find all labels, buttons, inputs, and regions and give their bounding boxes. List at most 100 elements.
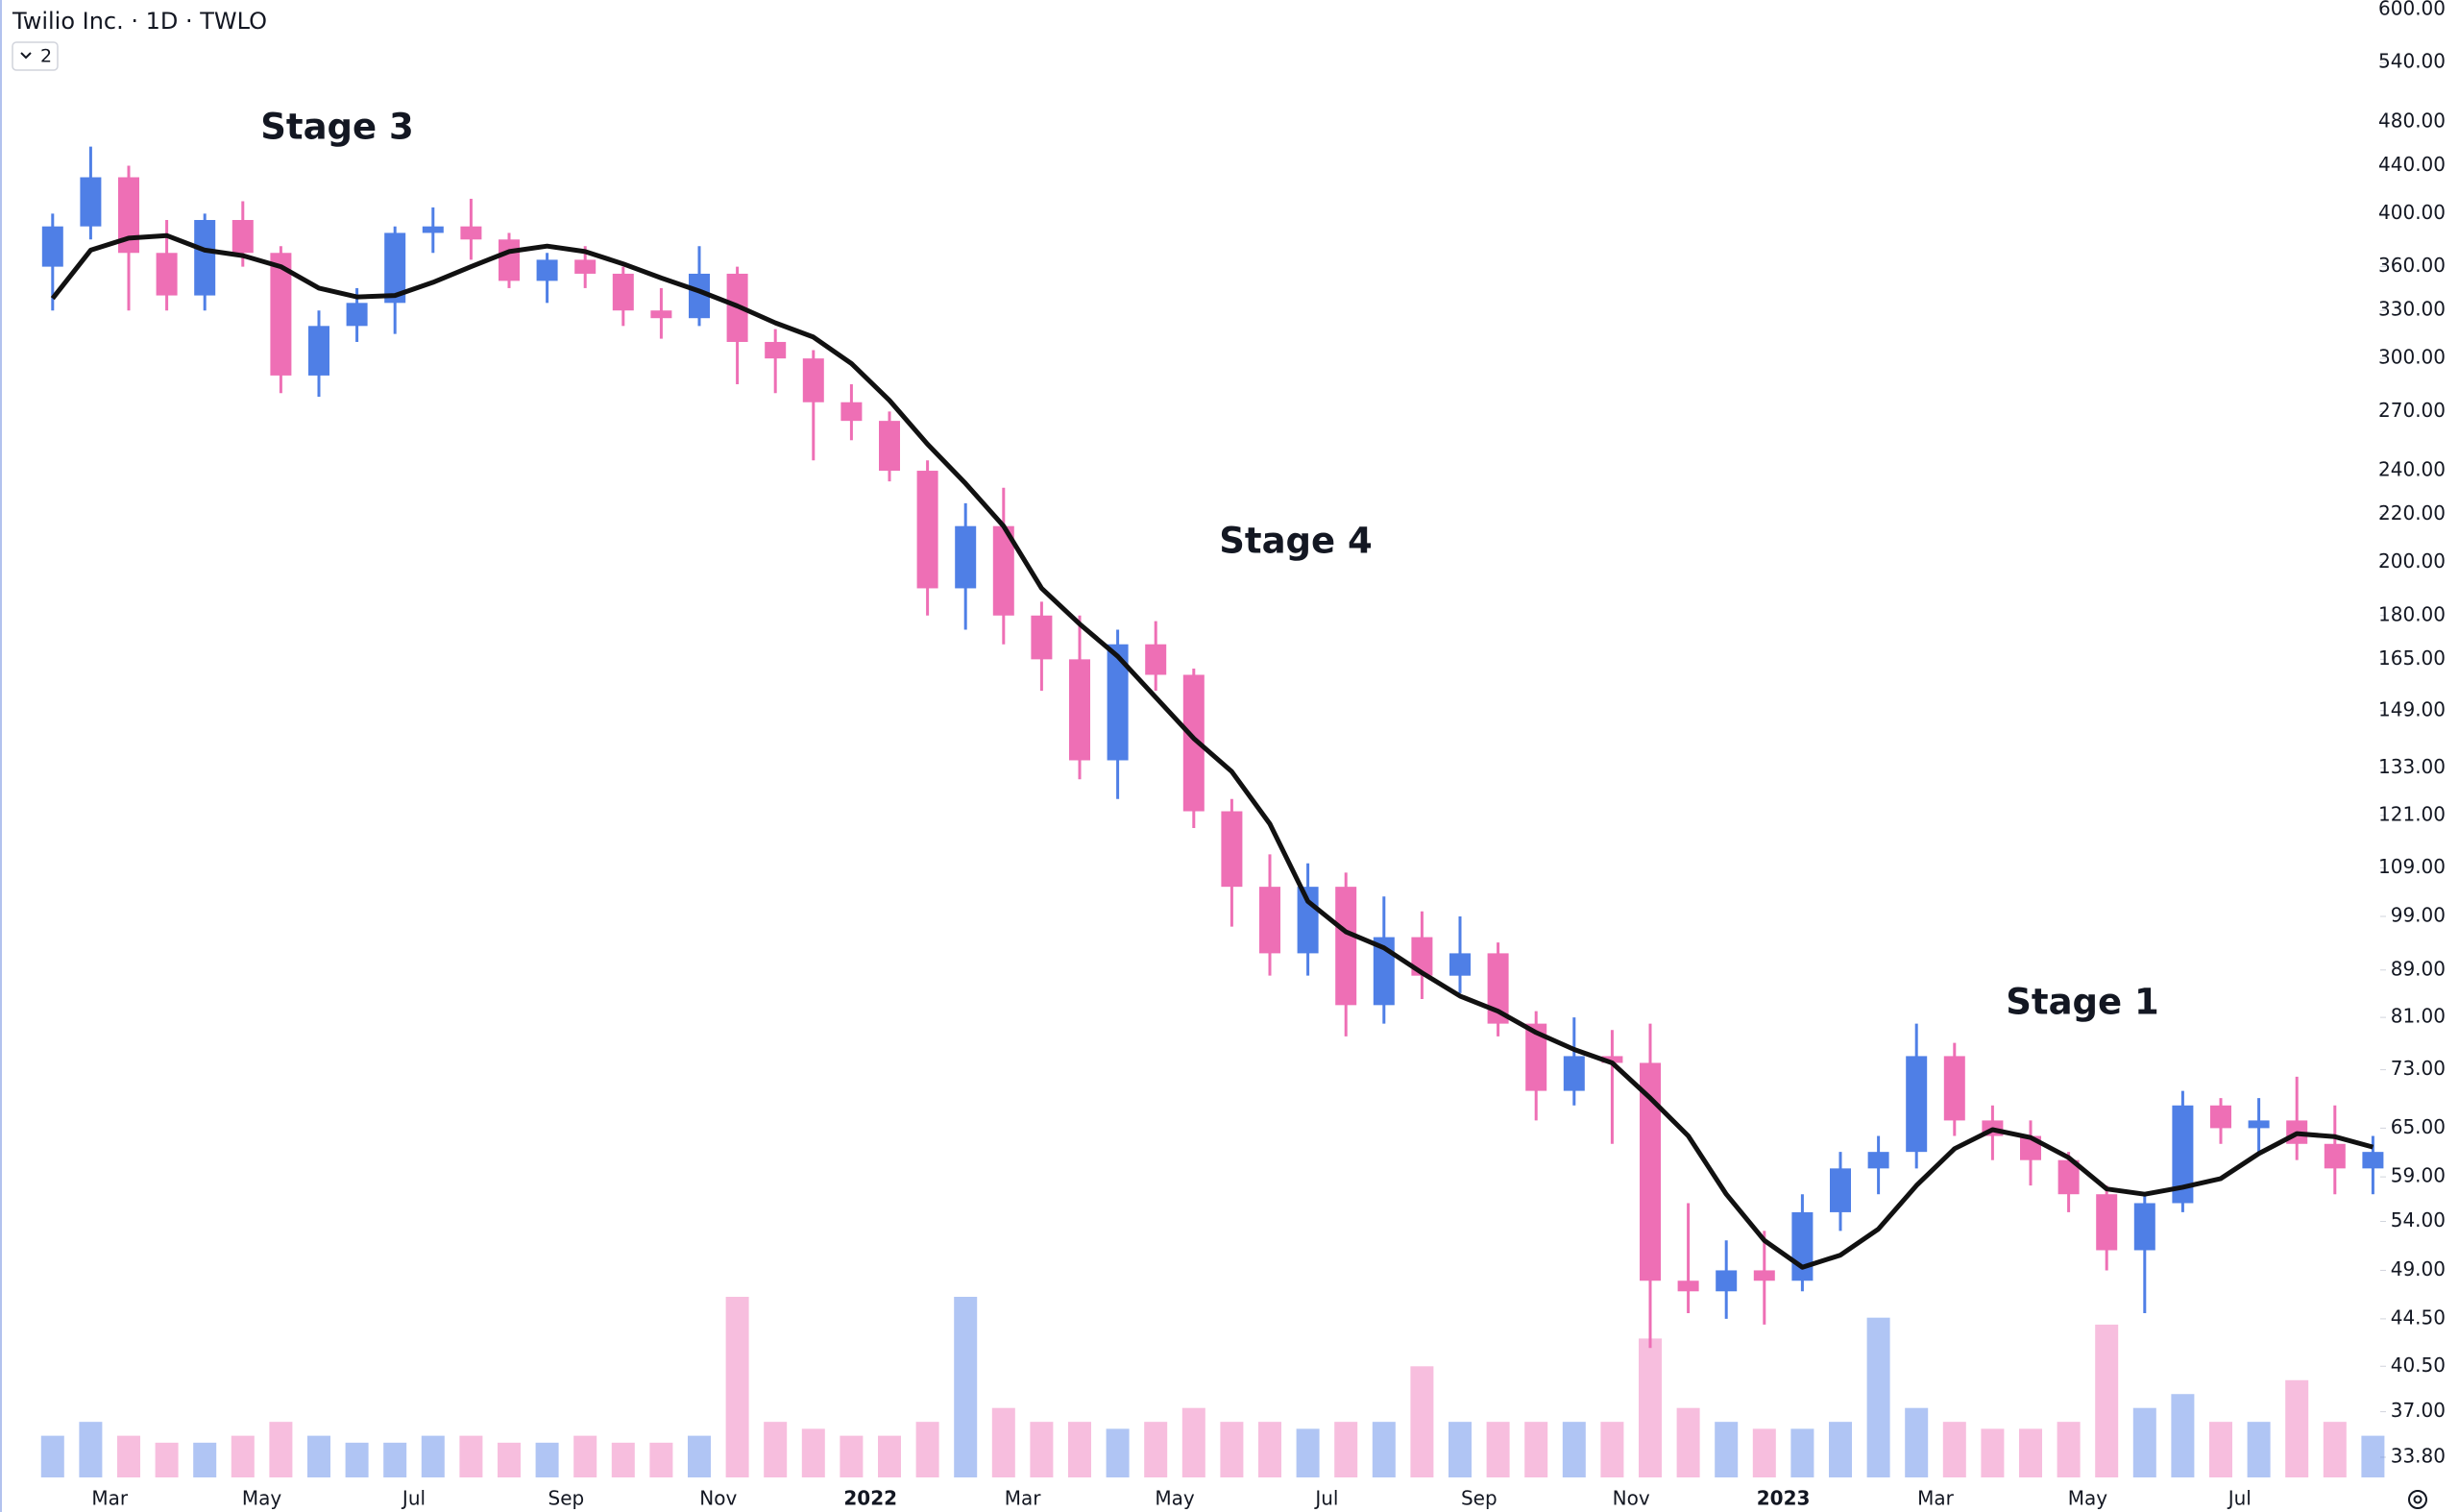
y-tick-label: 59.00 xyxy=(2391,1164,2446,1187)
candle-body xyxy=(1601,1056,1623,1063)
volume-bar xyxy=(2209,1422,2232,1477)
y-tick-label: 121.00 xyxy=(2378,802,2446,825)
volume-bar xyxy=(2171,1394,2195,1477)
candle-body xyxy=(992,525,1014,616)
candle-body xyxy=(118,177,139,254)
volume-bar xyxy=(1181,1407,1205,1477)
candle-body xyxy=(346,303,368,327)
x-tick-label: 2022 xyxy=(843,1487,897,1510)
y-tick-label: 49.00 xyxy=(2391,1257,2446,1280)
volume-bar xyxy=(1829,1422,1852,1477)
volume-bar xyxy=(1524,1422,1548,1477)
y-tick-label: 133.00 xyxy=(2378,755,2446,778)
volume-bar xyxy=(459,1435,483,1477)
gear-hub xyxy=(2413,1495,2422,1504)
stage-annotation: Stage 1 xyxy=(2006,982,2159,1023)
y-tick-label: 540.00 xyxy=(2378,50,2446,73)
volume-bar xyxy=(840,1435,864,1477)
candle-body xyxy=(1640,1062,1661,1281)
volume-bar xyxy=(1030,1422,1054,1477)
x-tick-label: Nov xyxy=(699,1487,737,1510)
candle-body xyxy=(1221,811,1243,888)
candle-body xyxy=(2362,1152,2384,1169)
settings-icon[interactable] xyxy=(2408,1490,2427,1509)
volume-bar xyxy=(1866,1317,1890,1477)
volume-bar xyxy=(2019,1428,2042,1477)
y-tick-label: 81.00 xyxy=(2391,1005,2446,1028)
candle-body xyxy=(689,273,710,319)
candle-body xyxy=(1335,887,1357,1006)
candle-body xyxy=(840,402,863,422)
volume-bar xyxy=(155,1442,179,1477)
candle-body xyxy=(1259,887,1280,954)
volume-bar xyxy=(991,1407,1015,1477)
candle-body xyxy=(2172,1105,2194,1204)
volume-bar xyxy=(2247,1422,2271,1477)
volume-bar xyxy=(649,1442,673,1477)
volume-bar xyxy=(79,1422,103,1477)
volume-bar xyxy=(1676,1407,1700,1477)
volume-bar xyxy=(2132,1407,2156,1477)
y-tick-label: 300.00 xyxy=(2378,346,2446,369)
x-tick-label: Sep xyxy=(548,1487,585,1510)
y-tick-label: 200.00 xyxy=(2378,549,2446,573)
candles xyxy=(41,146,2384,1349)
candle-body xyxy=(1791,1211,1814,1281)
x-tick-label: Jul xyxy=(401,1487,426,1510)
candle-body xyxy=(2057,1159,2080,1195)
volume-bar xyxy=(1752,1428,1776,1477)
volume-bar xyxy=(231,1435,255,1477)
volume-bar xyxy=(1942,1422,1966,1477)
volume-bar xyxy=(1562,1422,1586,1477)
volume-bar xyxy=(535,1442,559,1477)
volume-bar xyxy=(1410,1366,1434,1477)
volume-bar xyxy=(1905,1407,1929,1477)
y-tick-label: 330.00 xyxy=(2378,298,2446,321)
y-tick-label: 440.00 xyxy=(2378,153,2446,176)
y-tick-label: 40.50 xyxy=(2391,1353,2446,1377)
indicator-toggle[interactable] xyxy=(12,41,59,71)
candle-body xyxy=(1753,1270,1775,1281)
volume-bar xyxy=(2285,1379,2309,1477)
candle-body xyxy=(384,232,406,304)
y-tick-label: 109.00 xyxy=(2378,855,2446,878)
volume-bar xyxy=(954,1297,978,1477)
volume-bar xyxy=(1258,1422,1281,1477)
candle-body xyxy=(765,341,787,359)
candle-body xyxy=(2324,1143,2346,1169)
volume-bar xyxy=(878,1435,901,1477)
x-tick-label: Nov xyxy=(1613,1487,1650,1510)
candle-body xyxy=(1943,1056,1965,1121)
volume-bar xyxy=(1486,1422,1510,1477)
volume-bar xyxy=(1220,1422,1244,1477)
volume-bar xyxy=(1334,1422,1358,1477)
indicator-count: 2 xyxy=(40,46,52,67)
candle-body xyxy=(41,226,63,267)
stage-annotation: Stage 3 xyxy=(260,107,414,148)
x-tick-label: Mar xyxy=(1005,1487,1042,1510)
candle-body xyxy=(2210,1105,2231,1129)
candle-body xyxy=(270,253,292,376)
candle-body xyxy=(1867,1152,1889,1169)
candle-body xyxy=(2096,1194,2118,1251)
y-tick-label: 180.00 xyxy=(2378,602,2446,625)
volume-bar xyxy=(688,1435,711,1477)
candle-body xyxy=(1411,937,1433,976)
y-tick-label: 65.00 xyxy=(2391,1115,2446,1138)
candle-body xyxy=(650,310,672,319)
volume-bar xyxy=(307,1435,330,1477)
volume-bar xyxy=(1639,1338,1662,1477)
volume-bar xyxy=(1600,1422,1624,1477)
candle-body xyxy=(1716,1270,1738,1292)
volume-bar xyxy=(1449,1422,1472,1477)
y-tick-label: 360.00 xyxy=(2378,254,2446,277)
volume-bar xyxy=(383,1442,407,1477)
candle-body xyxy=(879,421,900,472)
volume-bar xyxy=(269,1422,293,1477)
candle-body xyxy=(231,220,254,254)
volume-bar xyxy=(421,1435,445,1477)
volume-bar xyxy=(915,1422,939,1477)
volume-bar xyxy=(1106,1428,1130,1477)
candle-body xyxy=(612,273,634,311)
